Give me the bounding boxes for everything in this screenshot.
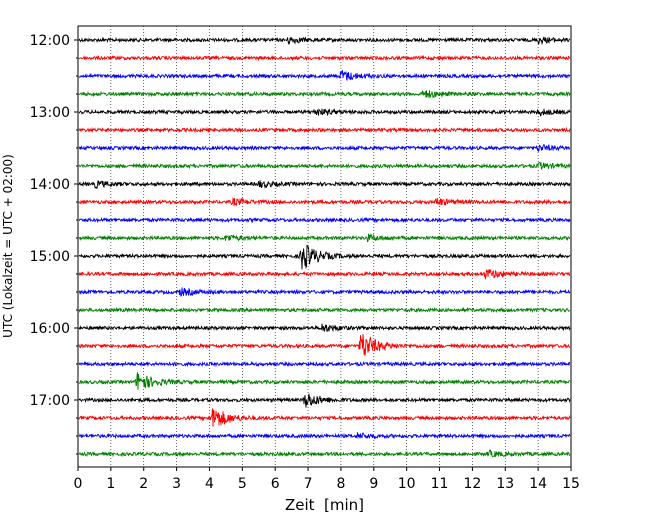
trace-1345 [78, 161, 571, 170]
x-tick-label-9: 9 [369, 476, 378, 492]
trace-1545 [78, 306, 571, 314]
trace-1400 [78, 180, 571, 190]
x-tick-label-3: 3 [172, 476, 181, 492]
y-tick-label-1500: 15:00 [30, 249, 70, 265]
trace-1715 [78, 408, 571, 427]
y-tick-label-1400: 14:00 [30, 177, 70, 193]
plot-frame [77, 25, 572, 468]
trace-1245 [78, 90, 571, 99]
trace-1415 [78, 196, 571, 207]
trace-1200 [78, 36, 571, 46]
y-axis: 12:00 13:00 14:00 15:00 16:00 17:00 [30, 33, 78, 455]
trace-1745 [78, 449, 571, 458]
trace-1445 [78, 233, 571, 243]
x-tick-label-11: 11 [431, 476, 449, 492]
trace-1330 [78, 143, 571, 152]
x-tick-label-4: 4 [205, 476, 214, 492]
x-axis: 0 1 2 3 4 5 6 7 8 9 10 11 12 13 14 15 [74, 467, 580, 492]
x-tick-label-1: 1 [106, 476, 115, 492]
trace-1315 [78, 126, 571, 134]
x-tick-label-8: 8 [336, 476, 345, 492]
trace-1515 [78, 269, 571, 280]
trace-1300 [78, 108, 571, 117]
trace-1600 [78, 323, 571, 333]
trace-1215 [78, 54, 571, 62]
trace-1630 [78, 360, 571, 368]
y-tick-label-1700: 17:00 [30, 393, 70, 409]
trace-1700 [78, 393, 571, 408]
trace-1500 [78, 244, 571, 270]
trace-1615 [78, 333, 571, 356]
x-tick-label-5: 5 [238, 476, 247, 492]
x-tick-label-7: 7 [304, 476, 313, 492]
x-tick-label-0: 0 [74, 476, 83, 492]
x-tick-label-15: 15 [562, 476, 580, 492]
trace-1230 [78, 69, 571, 81]
x-axis-label: Zeit [min] [285, 496, 364, 514]
trace-1645 [78, 372, 571, 390]
trace-1430 [78, 216, 571, 224]
x-tick-label-2: 2 [139, 476, 148, 492]
x-tick-label-12: 12 [463, 476, 481, 492]
x-tick-label-10: 10 [398, 476, 416, 492]
y-tick-label-1300: 13:00 [30, 105, 70, 121]
y-axis-label: UTC (Lokalzeit = UTC + 02:00) [1, 154, 15, 338]
y-tick-label-1200: 12:00 [30, 33, 70, 49]
x-tick-label-6: 6 [271, 476, 280, 492]
x-tick-label-14: 14 [529, 476, 547, 492]
trace-1530 [78, 287, 571, 298]
y-tick-label-1600: 16:00 [30, 321, 70, 337]
trace-group [78, 36, 571, 458]
x-tick-label-13: 13 [496, 476, 514, 492]
trace-1730 [78, 432, 571, 440]
